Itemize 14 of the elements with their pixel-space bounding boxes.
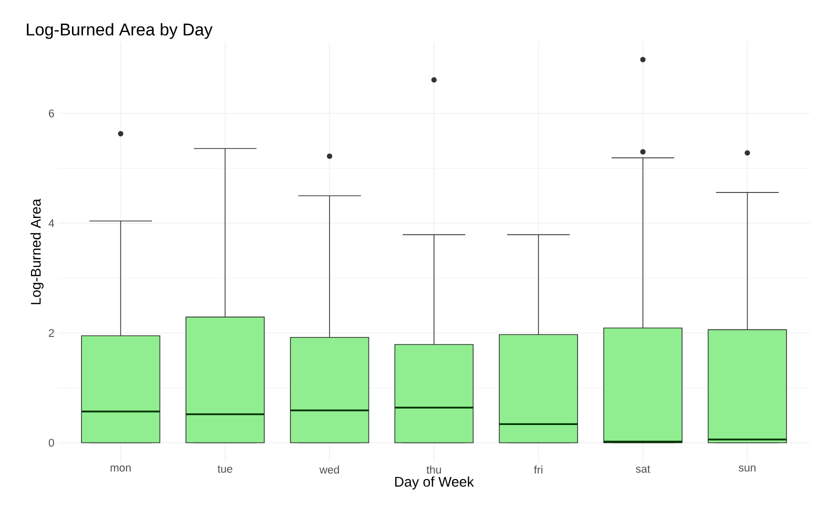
y-tick-label: 2 xyxy=(48,329,54,337)
y-tick-label: 6 xyxy=(48,109,54,118)
x-tick-label: sat xyxy=(636,466,650,473)
y-tick-label: 4 xyxy=(48,219,54,227)
x-axis-title: Day of Week xyxy=(395,476,474,490)
y-axis-title: Log-Burned Area xyxy=(30,198,44,304)
x-tick-label: sun xyxy=(738,466,756,472)
chart-title: Log-Burned Area by Day xyxy=(26,23,213,39)
x-tick-label: fri xyxy=(534,466,542,474)
x-tick-label: mon xyxy=(110,466,131,472)
x-tick-label: wed xyxy=(319,466,339,474)
y-tick-label: 0 xyxy=(48,438,54,447)
x-tick-label: tue xyxy=(218,466,232,473)
x-tick-label: thu xyxy=(426,466,441,474)
